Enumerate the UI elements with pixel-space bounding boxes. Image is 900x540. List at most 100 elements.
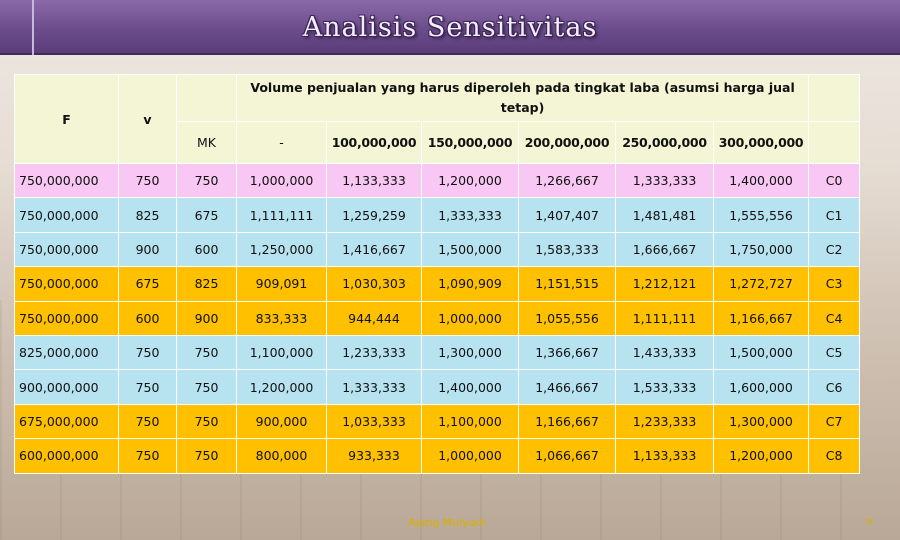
table-cell: 675,000,000 <box>14 403 119 440</box>
table-cell: 1,250,000 <box>236 231 327 268</box>
table-cell: 1,133,333 <box>326 162 422 199</box>
table-cell: 750 <box>118 438 177 474</box>
title-divider <box>32 0 34 55</box>
table-cell: 750,000,000 <box>14 162 119 199</box>
sensitivity-table: F v Volume penjualan yang harus diperole… <box>14 74 861 474</box>
slide-title: Analisis Sensitivitas <box>302 12 598 43</box>
table-cell: 1,259,259 <box>326 197 422 233</box>
table-cell: 1,750,000 <box>712 231 810 268</box>
table-row: 600,000,000 750 750 800,000 933,333 1,000,000… <box>14 438 861 474</box>
table-cell: 900 <box>176 300 237 336</box>
table-row: 750,000,000 750 750 1,000,000 1,133,333 1,200… <box>14 162 861 199</box>
header-mk: MK <box>176 121 237 164</box>
table-cell: 1,583,333 <box>518 231 616 268</box>
table-cell: 1,555,556 <box>712 197 810 233</box>
table-cell: 1,200,000 <box>236 369 327 405</box>
table-cell: 1,266,667 <box>518 162 616 199</box>
header-f: F <box>14 74 119 164</box>
table-cell: 750 <box>176 162 237 199</box>
table-cell: 1,500,000 <box>421 231 519 268</box>
table-cell: 1,066,667 <box>518 438 616 474</box>
table-cell: 1,272,727 <box>712 266 810 302</box>
table-cell: 1,333,333 <box>326 369 422 405</box>
table-cell: 1,111,111 <box>236 197 327 233</box>
header-row-top: F v Volume penjualan yang harus diperole… <box>14 74 861 164</box>
table-cell: 1,000,000 <box>421 300 519 336</box>
table-cell: 1,030,303 <box>326 266 422 302</box>
header-profit-level: 300,000,000 <box>712 121 810 164</box>
table-cell: 750 <box>176 334 237 371</box>
table-row: 750,000,000 825 675 1,111,111 1,259,259 1,333… <box>14 197 861 233</box>
table-cell: 900,000,000 <box>14 369 119 405</box>
header-empty-cell <box>176 74 237 122</box>
table-cell: 909,091 <box>236 266 327 302</box>
table-row: 675,000,000 750 750 900,000 1,033,333 1,100,0… <box>14 403 861 440</box>
table-cell: 750,000,000 <box>14 231 119 268</box>
table-cell: 1,366,667 <box>518 334 616 371</box>
table-cell: 1,533,333 <box>615 369 714 405</box>
table-cell: 750 <box>118 369 177 405</box>
header-dash: - <box>236 121 327 164</box>
table-cell: 750,000,000 <box>14 300 119 336</box>
case-code-cell: C4 <box>808 300 861 336</box>
table-cell: 1,416,667 <box>326 231 422 268</box>
header-profit-level: 200,000,000 <box>518 121 616 164</box>
table-cell: 1,166,667 <box>518 403 616 440</box>
table-cell: 833,333 <box>236 300 327 336</box>
table-cell: 900,000 <box>236 403 327 440</box>
case-code-cell: C7 <box>808 403 861 440</box>
table-cell: 1,000,000 <box>236 162 327 199</box>
header-profit-level: 150,000,000 <box>421 121 519 164</box>
table-cell: 800,000 <box>236 438 327 474</box>
table-cell: 825,000,000 <box>14 334 119 371</box>
table-row: 750,000,000 900 600 1,250,000 1,416,667 1,500… <box>14 231 861 268</box>
table-cell: 1,100,000 <box>421 403 519 440</box>
table-cell: 1,300,000 <box>712 403 810 440</box>
table-cell: 1,407,407 <box>518 197 616 233</box>
case-code-cell: C2 <box>808 231 861 268</box>
table-cell: 1,200,000 <box>712 438 810 474</box>
table-cell: 1,151,515 <box>518 266 616 302</box>
table-cell: 1,300,000 <box>421 334 519 371</box>
table-cell: 1,333,333 <box>421 197 519 233</box>
table-cell: 750,000,000 <box>14 197 119 233</box>
table-cell: 944,444 <box>326 300 422 336</box>
table-cell: 750 <box>118 162 177 199</box>
table-cell: 1,433,333 <box>615 334 714 371</box>
table-cell: 1,233,333 <box>326 334 422 371</box>
table-cell: 1,400,000 <box>712 162 810 199</box>
table-cell: 750 <box>176 369 237 405</box>
header-v: v <box>118 74 177 164</box>
table-cell: 750,000,000 <box>14 266 119 302</box>
table-cell: 1,333,333 <box>615 162 714 199</box>
table-row: 750,000,000 675 825 909,091 1,030,303 1,090,9… <box>14 266 861 302</box>
table-cell: 750 <box>176 438 237 474</box>
table-cell: 675 <box>176 197 237 233</box>
table-cell: 933,333 <box>326 438 422 474</box>
table-cell: 750 <box>118 334 177 371</box>
table-cell: 825 <box>176 266 237 302</box>
table-cell: 1,133,333 <box>615 438 714 474</box>
table-cell: 1,090,909 <box>421 266 519 302</box>
case-code-cell: C3 <box>808 266 861 302</box>
case-code-cell: C5 <box>808 334 861 371</box>
table-row: 825,000,000 750 750 1,100,000 1,233,333 1,300… <box>14 334 861 371</box>
table-cell: 600 <box>118 300 177 336</box>
table-cell: 1,111,111 <box>615 300 714 336</box>
table-cell: 1,212,121 <box>615 266 714 302</box>
header-group-title: Volume penjualan yang harus diperoleh pa… <box>235 74 810 122</box>
table-cell: 600 <box>176 231 237 268</box>
table-cell: 675 <box>118 266 177 302</box>
header-profit-level: 250,000,000 <box>615 121 714 164</box>
table-cell: 1,666,667 <box>615 231 714 268</box>
table-row: 750,000,000 600 900 833,333 944,444 1,000,000… <box>14 300 861 336</box>
table-cell: 1,033,333 <box>326 403 422 440</box>
table-cell: 900 <box>118 231 177 268</box>
table-cell: 825 <box>118 197 177 233</box>
header-profit-level: 100,000,000 <box>326 121 422 164</box>
table-cell: 1,166,667 <box>712 300 810 336</box>
table-cell: 1,600,000 <box>712 369 810 405</box>
table-row: 900,000,000 750 750 1,200,000 1,333,333 1,400… <box>14 369 861 405</box>
title-bar: Analisis Sensitivitas <box>0 0 900 55</box>
case-code-cell: C0 <box>808 162 861 199</box>
